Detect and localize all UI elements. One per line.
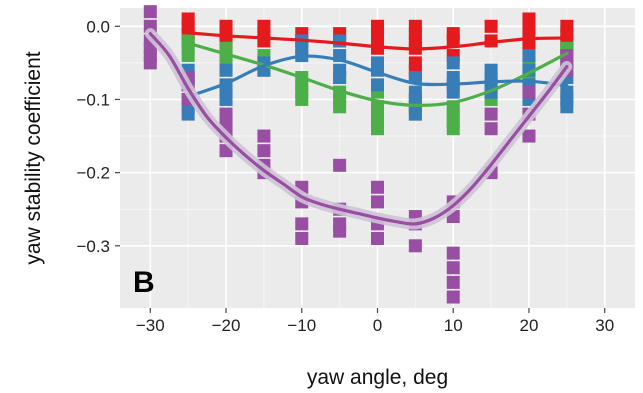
data-point-series-2 [333,100,347,114]
data-point-series-4 [446,261,460,275]
data-point-series-4 [333,224,347,238]
data-point-series-4 [143,5,157,19]
y-tick-label: 0.0 [86,17,110,36]
fit-lines [144,28,573,230]
data-point-series-4 [446,246,460,260]
y-axis-title: yaw stability coefficient [22,51,45,264]
y-tick-label: −0.1 [76,90,110,109]
x-tick-label: 0 [373,316,382,335]
data-point-series-4 [446,275,460,289]
data-point-series-2 [295,92,309,106]
data-point-series-4 [484,122,498,136]
data-point-series-3 [219,92,233,106]
data-point-series-4 [371,195,384,209]
x-tick-label: −10 [287,316,316,335]
data-point-series-1 [446,34,460,48]
data-point-series-4 [408,239,422,253]
data-point-series-3 [333,71,347,85]
data-point-series-2 [446,122,460,136]
axis-ticks: −30 −20 −10 0 10 20 30 0.0 −0.1 −0.2 −0.3 [76,17,614,335]
data-point-series-4 [295,217,309,231]
x-tick-label: −20 [212,316,241,335]
data-point-series-4 [522,85,536,99]
fit-line-series-4 [148,32,569,226]
data-point-series-2 [371,122,384,136]
x-axis-title: yaw angle, deg [307,366,448,389]
data-point-series-3 [333,34,347,48]
data-point-series-3 [446,85,460,99]
data-point-series-4 [522,129,536,143]
data-point-series-2 [181,49,195,63]
data-point-series-4 [333,158,347,172]
data-point-series-4 [371,180,384,194]
data-point-series-3 [408,71,422,85]
x-tick-label: 30 [595,316,614,335]
data-point-series-3 [371,78,384,92]
data-point-series-3 [446,56,460,70]
data-point-series-4 [371,231,384,245]
data-point-series-4 [446,290,460,304]
data-point-series-4 [257,129,271,143]
fit-line-series-3 [186,54,569,99]
data-point-series-3 [522,49,536,63]
panel-label: B [133,266,155,299]
data-point-series-3 [181,107,195,121]
data-point-series-4 [257,144,271,158]
data-point-series-3 [219,63,233,77]
fit-line-series-2 [186,41,569,107]
y-tick-label: −0.2 [76,164,110,183]
data-point-series-4 [484,107,498,121]
x-tick-label: 20 [520,316,539,335]
data-point-series-3 [408,107,422,121]
y-tick-label: −0.3 [76,237,110,256]
data-point-series-1 [484,19,498,33]
data-point-series-4 [295,231,309,245]
x-tick-label: 10 [444,316,463,335]
data-point-series-4 [143,56,157,70]
x-tick-label: −30 [136,316,165,335]
data-point-series-3 [560,100,574,114]
fit-line-series-1 [186,31,569,51]
